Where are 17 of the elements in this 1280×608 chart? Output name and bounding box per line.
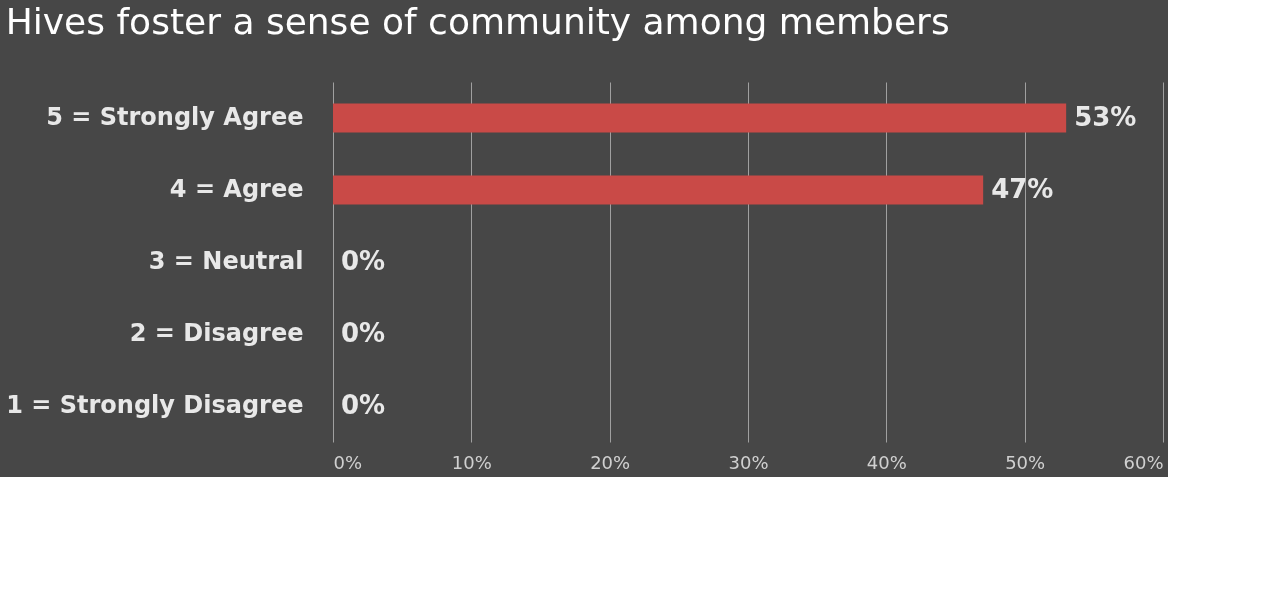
y-tick-label: 4 = Agree: [169, 175, 304, 203]
x-tick-label: 10%: [451, 451, 492, 473]
x-tick-label: 60%: [1123, 451, 1164, 473]
y-tick-label: 2 = Disagree: [129, 319, 304, 347]
y-tick-label: 5 = Strongly Agree: [46, 103, 304, 131]
data-label: 0%: [341, 390, 386, 420]
x-tick-label: 30%: [728, 451, 769, 473]
y-tick-label: 1 = Strongly Disagree: [6, 391, 304, 419]
x-tick-label: 0%: [333, 451, 363, 473]
data-label: 0%: [341, 246, 386, 276]
x-tick-label: 40%: [866, 451, 907, 473]
x-tick-label: 20%: [590, 451, 631, 473]
x-tick-label: 50%: [1005, 451, 1046, 473]
data-label: 0%: [341, 318, 386, 348]
y-tick-label: 3 = Neutral: [148, 247, 304, 275]
data-label: 53%: [1074, 102, 1137, 132]
chart-title: Hives foster a sense of community among members: [5, 1, 950, 42]
